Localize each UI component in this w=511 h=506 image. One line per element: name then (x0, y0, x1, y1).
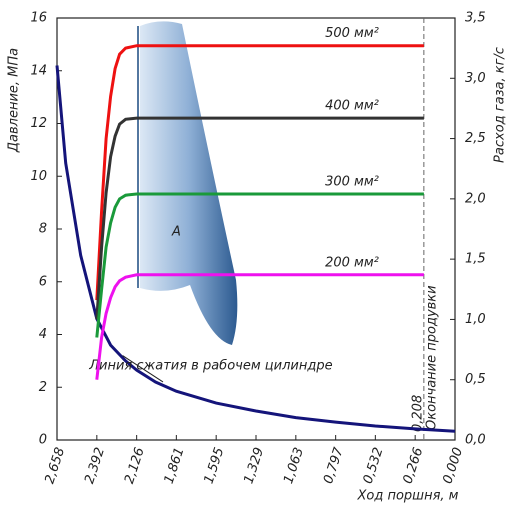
y-axis-label: Давление, МПа (7, 48, 22, 153)
x-tick-label: 0,797 (321, 445, 347, 486)
blowdown-value: 0,208 (410, 395, 425, 432)
y2-tick-label: 0,0 (465, 433, 486, 448)
y-tick-label: 6 (39, 274, 47, 289)
series-label: 400 мм² (325, 99, 379, 114)
y2-tick-label: 1,5 (465, 252, 486, 267)
series-label: 300 мм² (325, 175, 379, 190)
y-tick-label: 0 (39, 433, 47, 448)
x-tick-label: 0,000 (440, 446, 466, 486)
y-tick-label: 12 (30, 116, 47, 131)
series-label: 500 мм² (325, 26, 379, 41)
x-tick-label: 2,658 (42, 446, 68, 486)
plot-frame (56, 17, 456, 441)
series-label: 200 мм² (325, 255, 379, 270)
y-tick-label: 4 (39, 327, 47, 342)
x-tick-label: 2,392 (82, 446, 108, 486)
series-line (55, 65, 456, 433)
x-tick-label: 0,266 (401, 446, 427, 486)
y-tick-label: 2 (39, 380, 47, 395)
x-tick-label: 1,861 (162, 446, 188, 486)
y2-tick-label: 2,5 (465, 131, 486, 146)
y2-axis-label: Расход газа, кг/с (493, 47, 508, 163)
x-axis-label: Ход поршня, м (357, 489, 459, 504)
series-line (95, 192, 424, 338)
y2-tick-label: 3,5 (465, 11, 486, 26)
series-line (95, 273, 424, 380)
x-tick-label: 0,532 (361, 446, 387, 486)
y-tick-label: 10 (30, 169, 47, 184)
x-tick-label: 1,329 (241, 446, 267, 486)
series-line (95, 44, 424, 301)
y-tick-label: 8 (39, 222, 47, 237)
y2-tick-label: 1,0 (465, 312, 486, 327)
y2-tick-label: 3,0 (465, 71, 486, 86)
series-line (95, 116, 424, 320)
region-label: A (171, 225, 181, 240)
y-tick-label: 14 (30, 63, 47, 78)
blowdown-label: Окончание продувки (424, 285, 439, 430)
y2-tick-label: 0,5 (465, 372, 486, 387)
y-tick-label: 16 (30, 11, 47, 26)
leader (122, 355, 164, 383)
y2-tick-label: 2,0 (465, 191, 486, 206)
x-tick-label: 2,126 (122, 446, 148, 486)
x-tick-label: 1,595 (202, 446, 228, 486)
series-label: Линия сжатия в рабочем цилиндре (88, 359, 332, 374)
x-tick-label: 1,063 (281, 446, 307, 486)
region-a (140, 21, 238, 346)
